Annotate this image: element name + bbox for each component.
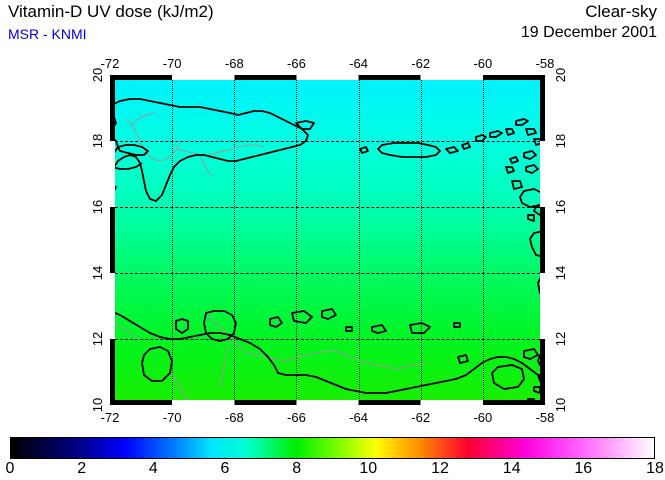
x-axis-tick-label-top: -70 [162,56,182,71]
x-axis-tick-label-bottom: -72 [100,410,120,425]
tick-band-bottom [110,400,545,405]
colorbar-tick-label: 14 [502,460,521,477]
chart-header: Vitamin-D UV dose (kJ/m2) Clear-sky MSR … [0,0,665,52]
gridline-vertical [234,75,236,405]
x-axis-tick-label-bottom: -64 [349,410,368,425]
x-axis-tick-label-bottom: -62 [411,410,431,425]
x-axis-tick-label-top: -58 [535,56,555,71]
colorbar-tick-label: 18 [646,460,664,477]
colorbar-tick-label: 10 [359,460,378,477]
colorbar-tick-label: 2 [77,460,87,477]
x-axis-tick-label-top: -66 [287,56,306,71]
y-axis-tick-label-left: 16 [90,199,105,215]
gridline-vertical [358,75,360,405]
coordinate-grid [110,75,545,405]
y-axis-tick-label-left: 14 [90,265,105,281]
colorbar-tick-label: 16 [574,460,593,477]
x-axis-tick-label-top: -68 [224,56,244,71]
colorbar-tick-label: 4 [148,460,158,477]
colorbar [10,437,655,459]
x-axis-tick-label-bottom: -58 [535,410,555,425]
x-axis-tick-label-bottom: -66 [287,410,306,425]
plot-frame [110,75,545,405]
y-axis-tick-label-right: 10 [553,397,568,413]
colorbar-tick-labels: 0 2 4 6 8 10 12 14 16 18 [6,460,664,480]
observation-date: 19 December 2001 [520,24,657,41]
y-axis-tick-label-left: 18 [90,133,105,149]
coastline-overlay [110,98,545,405]
colorbar-tick-label: 6 [220,460,230,477]
gridline-horizontal [110,141,545,142]
gridline-vertical [420,75,422,405]
y-axis-tick-label-right: 14 [553,265,568,281]
y-axis-tick-label-right: 20 [553,67,568,83]
uv-dose-gradient [110,75,545,405]
x-axis-tick-label-top: -62 [411,56,431,71]
colorbar-tick-label: 12 [431,460,449,477]
page-title: Vitamin-D UV dose (kJ/m2) [8,2,214,21]
colorbar-tick-label: 0 [5,460,15,477]
map-plot-area [110,75,545,405]
internal-borders-group [115,112,427,402]
x-axis-tick-label-top: -60 [473,56,493,71]
colorbar-tick-label: 8 [292,460,302,477]
colorbar-area: 0 2 4 6 8 10 12 14 16 18 [6,437,664,480]
y-axis-tick-label-left: 12 [90,331,105,347]
sky-condition: Clear-sky [585,2,657,21]
tick-band-right [540,75,545,405]
uv-dose-field [110,75,545,405]
y-axis-tick-label-right: 18 [553,133,568,149]
x-axis-tick-label-top: -72 [100,56,120,71]
x-axis-tick-label-bottom: -60 [473,410,493,425]
tick-band-left [110,75,115,405]
gridline-vertical [172,75,174,405]
gridline-horizontal [110,207,545,208]
y-axis-tick-label-left: 20 [90,67,105,83]
y-axis-tick-label-left: 10 [90,397,105,413]
x-axis-tick-label-bottom: -70 [162,410,182,425]
x-axis-tick-label-bottom: -68 [224,410,244,425]
y-axis-tick-label-right: 16 [553,199,568,215]
y-axis-tick-label-right: 12 [553,331,568,347]
gridline-horizontal [110,273,545,274]
gridline-vertical [482,75,484,405]
data-source-label: MSR - KNMI [8,26,87,42]
coastlines-group [110,98,545,405]
gridline-vertical [296,75,298,405]
gridline-horizontal [110,339,545,340]
tick-band-top [110,75,545,80]
x-axis-tick-label-top: -64 [349,56,368,71]
